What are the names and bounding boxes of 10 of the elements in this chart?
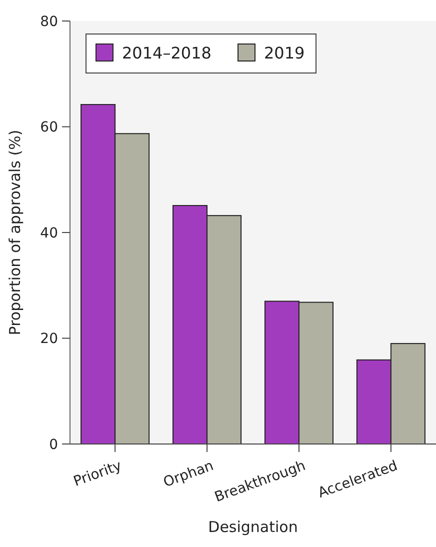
x-tick-label: Orphan	[161, 458, 216, 491]
x-axis-title: Designation	[208, 518, 298, 536]
y-tick-label: 80	[40, 14, 58, 30]
y-tick-label: 40	[40, 225, 58, 242]
y-tick-label: 60	[40, 120, 58, 136]
y-axis-title: Proportion of approvals (%)	[6, 130, 24, 336]
y-tick-label: 20	[40, 331, 58, 348]
y-tick-label: 0	[49, 436, 58, 453]
legend-label: 2014–2018	[122, 44, 212, 63]
legend-label: 2019	[264, 44, 305, 63]
